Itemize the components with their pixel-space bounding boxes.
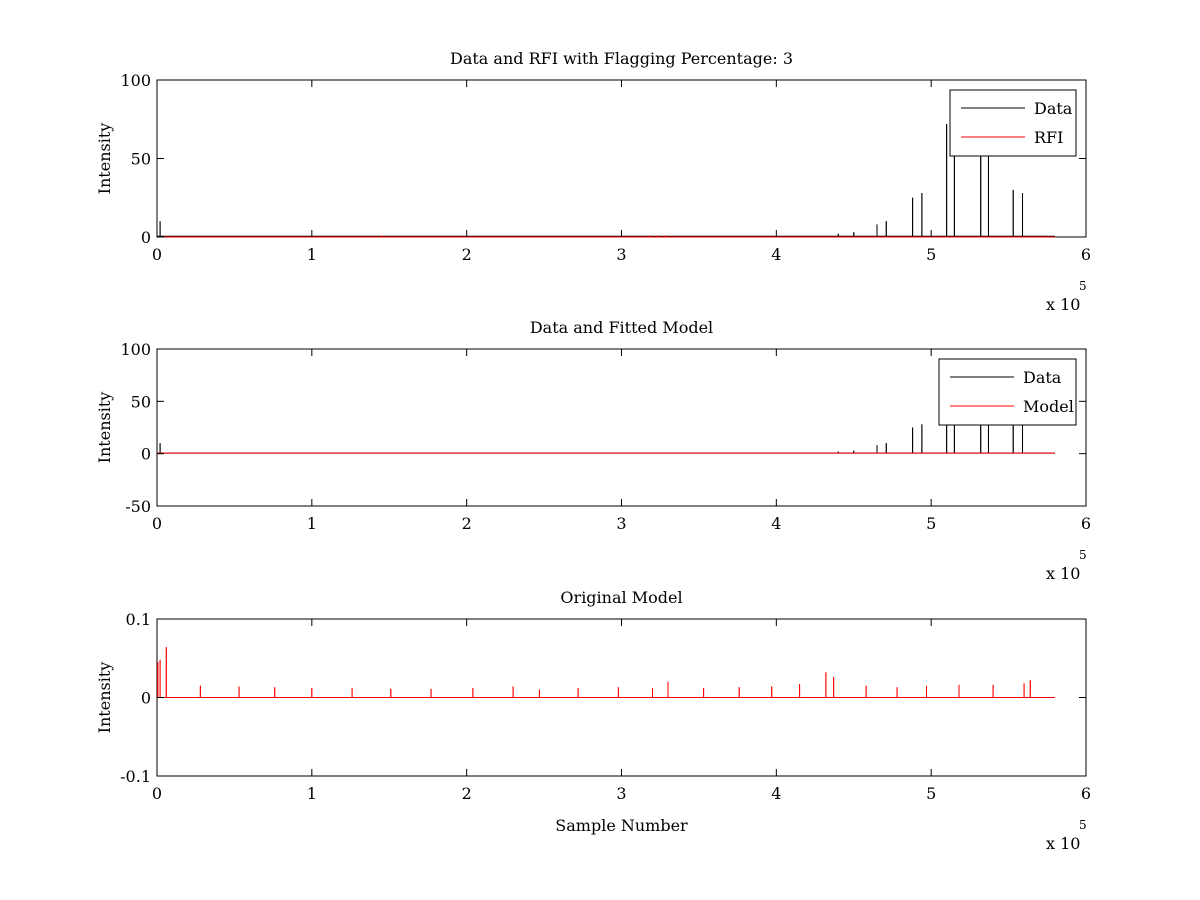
- y-tick-label: -50: [125, 497, 151, 516]
- plot-area: [156, 348, 1087, 507]
- legend: Data Model: [938, 358, 1077, 426]
- y-tick-label: 0: [141, 689, 151, 708]
- x-tick-label: 1: [307, 245, 317, 264]
- legend-label-data: Data: [1034, 99, 1073, 118]
- x-axis-label: Sample Number: [555, 816, 688, 835]
- x-tick-label: 2: [462, 514, 472, 533]
- x-tick-label: 5: [926, 514, 936, 533]
- legend-label-data: Data: [1023, 368, 1062, 387]
- y-axis-label: Intensity: [95, 662, 114, 734]
- x-exponent-power: 5: [1079, 818, 1087, 832]
- subplot-1: 0 1 2 3 4 5 6 0 50 100 x 10 5 Data and RFI with Flag…: [95, 49, 1091, 314]
- x-tick-label: 5: [926, 784, 936, 803]
- subplot-title: Data and Fitted Model: [530, 318, 713, 337]
- y-axis-label: Intensity: [95, 392, 114, 464]
- x-tick-label: 1: [307, 784, 317, 803]
- legend: Data RFI: [949, 89, 1077, 157]
- x-tick-label: 0: [152, 245, 162, 264]
- x-tick-label: 4: [771, 784, 781, 803]
- series-line-data: [157, 119, 1055, 237]
- y-tick-label: 100: [120, 71, 151, 90]
- x-tick-label: 3: [616, 514, 626, 533]
- plot-area: [156, 79, 1087, 238]
- y-axis-label: Intensity: [95, 123, 114, 195]
- y-tick-label: -0.1: [120, 767, 151, 786]
- subplot-title: Original Model: [560, 588, 682, 607]
- y-tick-label: 0: [141, 228, 151, 247]
- x-tick-label: 3: [616, 245, 626, 264]
- x-exponent-label: x 10: [1046, 564, 1080, 583]
- x-tick-label: 6: [1081, 784, 1091, 803]
- y-tick-label: 100: [120, 340, 151, 359]
- y-tick-label: 50: [131, 150, 151, 169]
- x-tick-label: 2: [462, 245, 472, 264]
- y-tick-label: 0: [141, 445, 151, 464]
- x-tick-label: 4: [771, 245, 781, 264]
- x-tick-label: 5: [926, 245, 936, 264]
- x-tick-label: 3: [616, 784, 626, 803]
- x-exponent-power: 5: [1079, 548, 1087, 562]
- x-tick-label: 2: [462, 784, 472, 803]
- x-tick-label: 0: [152, 784, 162, 803]
- x-tick-label: 0: [152, 514, 162, 533]
- x-tick-label: 1: [307, 514, 317, 533]
- legend-box: [938, 358, 1077, 426]
- legend-label-rfi: RFI: [1034, 128, 1063, 147]
- legend-box: [949, 89, 1077, 157]
- x-tick-label: 6: [1081, 245, 1091, 264]
- x-exponent-label: x 10: [1046, 834, 1080, 853]
- x-tick-label: 6: [1081, 514, 1091, 533]
- series-line-model: [157, 647, 1055, 698]
- subplot-title: Data and RFI with Flagging Percentage: 3: [450, 49, 793, 68]
- x-exponent-label: x 10: [1046, 295, 1080, 314]
- y-tick-label: 50: [131, 392, 151, 411]
- y-tick-label: 0.1: [126, 610, 151, 629]
- x-tick-label: 4: [771, 514, 781, 533]
- x-exponent-power: 5: [1079, 279, 1087, 293]
- legend-label-model: Model: [1023, 397, 1074, 416]
